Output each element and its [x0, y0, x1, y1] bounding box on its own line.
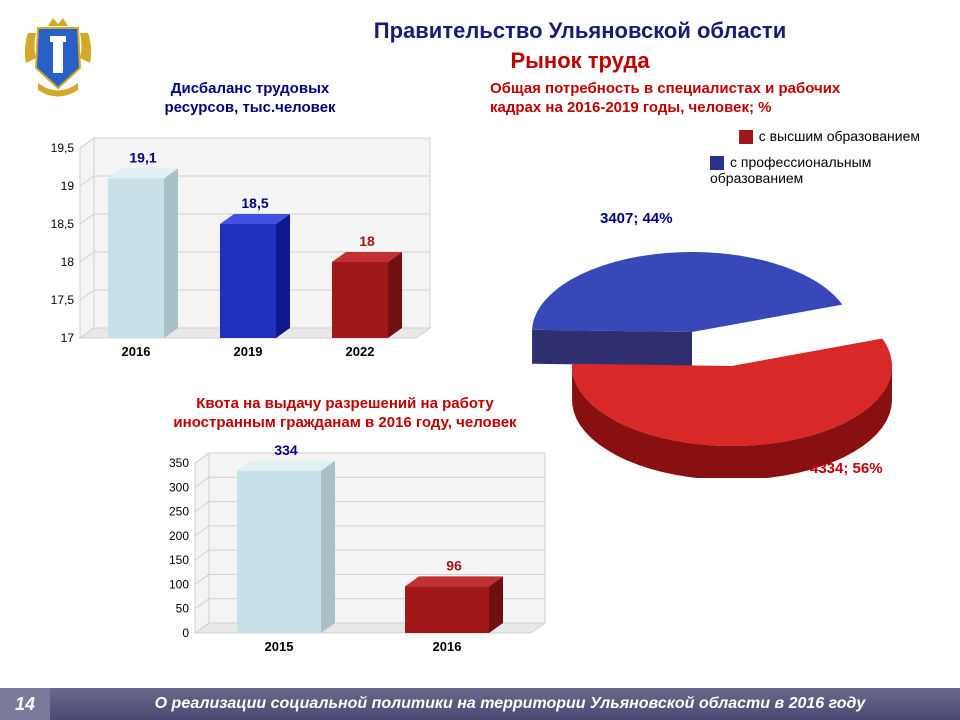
header-title-1: Правительство Ульяновской области	[260, 18, 900, 44]
chart-pie: Общая потребность в специалистах и рабоч…	[480, 80, 950, 500]
pie-legend-1: с высшим образованием	[739, 128, 920, 144]
pie-legend-2: с профессиональным образованием	[710, 154, 920, 186]
svg-text:18: 18	[61, 255, 75, 269]
svg-text:2015: 2015	[265, 639, 294, 654]
svg-text:100: 100	[169, 577, 189, 591]
svg-text:19,5: 19,5	[51, 141, 75, 155]
svg-text:17: 17	[61, 331, 75, 345]
svg-text:350: 350	[169, 456, 189, 470]
svg-text:2016: 2016	[122, 344, 151, 359]
page-header: Правительство Ульяновской области Рынок …	[260, 18, 900, 74]
svg-text:200: 200	[169, 528, 189, 542]
svg-text:300: 300	[169, 480, 189, 494]
svg-text:150: 150	[169, 553, 189, 567]
svg-text:250: 250	[169, 504, 189, 518]
svg-text:4334; 56%: 4334; 56%	[810, 460, 883, 477]
svg-text:0: 0	[182, 626, 189, 640]
svg-text:19,1: 19,1	[129, 149, 156, 165]
svg-text:2019: 2019	[234, 344, 263, 359]
svg-text:2022: 2022	[346, 344, 375, 359]
svg-text:334: 334	[274, 441, 298, 457]
chart1-svg: 17 17,5 18 18,5 19 19,5 19,1 2016 18,5 2019 18 2022	[20, 118, 440, 388]
svg-text:18,5: 18,5	[51, 217, 75, 231]
chart1-title: Дисбаланс трудовых ресурсов, тыс.человек	[120, 80, 380, 118]
svg-text:50: 50	[176, 601, 190, 615]
page-number: 14	[0, 688, 50, 720]
pie-legend-swatch-1	[739, 130, 753, 144]
svg-text:96: 96	[446, 557, 462, 573]
chart-labor-imbalance: Дисбаланс трудовых ресурсов, тыс.человек…	[20, 80, 440, 390]
svg-text:18,5: 18,5	[241, 195, 268, 211]
pie-title: Общая потребность в специалистах и рабоч…	[480, 80, 950, 118]
header-title-2: Рынок труда	[260, 48, 900, 74]
svg-text:18: 18	[359, 233, 375, 249]
svg-text:19: 19	[61, 179, 75, 193]
footer-text: О реализации социальной политики на терр…	[60, 688, 960, 720]
pie-legend-swatch-2	[710, 156, 724, 170]
svg-text:17,5: 17,5	[51, 293, 75, 307]
footer-bar: 14 О реализации социальной политики на т…	[0, 688, 960, 720]
svg-text:2016: 2016	[433, 639, 462, 654]
svg-text:3407; 44%: 3407; 44%	[600, 210, 673, 227]
